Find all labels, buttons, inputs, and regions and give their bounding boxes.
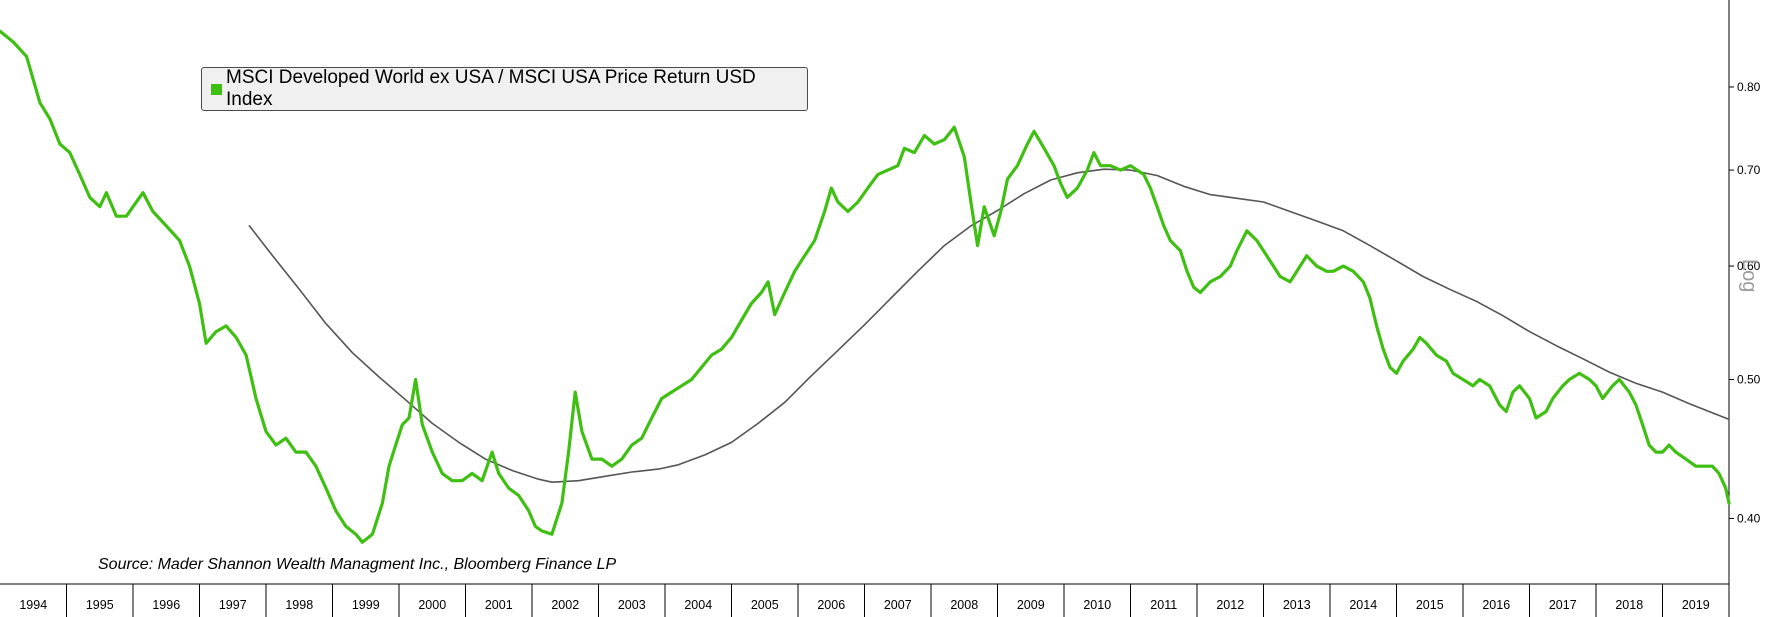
x-tick-label: 1994	[19, 598, 47, 612]
x-tick-label: 2002	[551, 598, 579, 612]
x-tick-label: 2012	[1216, 598, 1244, 612]
x-tick-label: 2011	[1150, 598, 1177, 612]
x-tick-label: 1996	[152, 598, 180, 612]
y-tick-label: 0.60	[1737, 259, 1761, 273]
x-tick-label: 2007	[884, 598, 912, 612]
moving-average-path	[248, 168, 1730, 483]
x-tick-label: 2010	[1083, 598, 1111, 612]
source-note: Source: Mader Shannon Wealth Managment I…	[98, 556, 617, 573]
x-tick-label: 2014	[1349, 598, 1377, 612]
x-tick-label: 2004	[684, 598, 712, 612]
x-tick-label: 1999	[352, 598, 380, 612]
x-tick-label: 2019	[1682, 598, 1710, 612]
ratio-series-line	[0, 29, 1731, 544]
x-tick-labels: 1994 1995 1996 1997 1998 1999 2000 2001 2002 2003…	[19, 584, 1730, 617]
log-scale-label: Log	[1738, 259, 1760, 293]
x-tick-label: 2001	[485, 598, 513, 612]
y-tick-label: 0.50	[1737, 373, 1761, 387]
y-tick-label: 0.80	[1737, 80, 1761, 94]
x-tick-label: 2013	[1283, 598, 1311, 612]
x-tick-label: 2005	[751, 598, 779, 612]
legend-label: MSCI Developed World ex USA / MSCI USA P…	[226, 67, 756, 110]
moving-average-line	[248, 168, 1730, 483]
y-tick-label: 0.40	[1737, 511, 1761, 525]
x-tick-label: 2003	[618, 598, 646, 612]
ratio-series-path	[0, 29, 1731, 544]
legend: MSCI Developed World ex USA / MSCI USA P…	[201, 67, 808, 111]
x-tick-label: 1995	[86, 598, 114, 612]
x-tick-label: 2018	[1615, 598, 1643, 612]
x-tick-label: 2015	[1416, 598, 1444, 612]
x-tick-label: 1998	[285, 598, 313, 612]
x-tick-label: 1997	[219, 598, 247, 612]
x-tick-label: 2006	[817, 598, 845, 612]
legend-swatch	[211, 83, 222, 95]
x-tick-label: 2000	[418, 598, 446, 612]
y-tick-labels: 0.40 0.50 0.60 0.70 0.80	[1729, 80, 1761, 525]
x-tick-label: 2009	[1017, 598, 1045, 612]
x-tick-label: 2016	[1482, 598, 1510, 612]
x-tick-label: 2017	[1549, 598, 1577, 612]
x-tick-label: 2008	[950, 598, 978, 612]
y-tick-label: 0.70	[1737, 163, 1761, 177]
